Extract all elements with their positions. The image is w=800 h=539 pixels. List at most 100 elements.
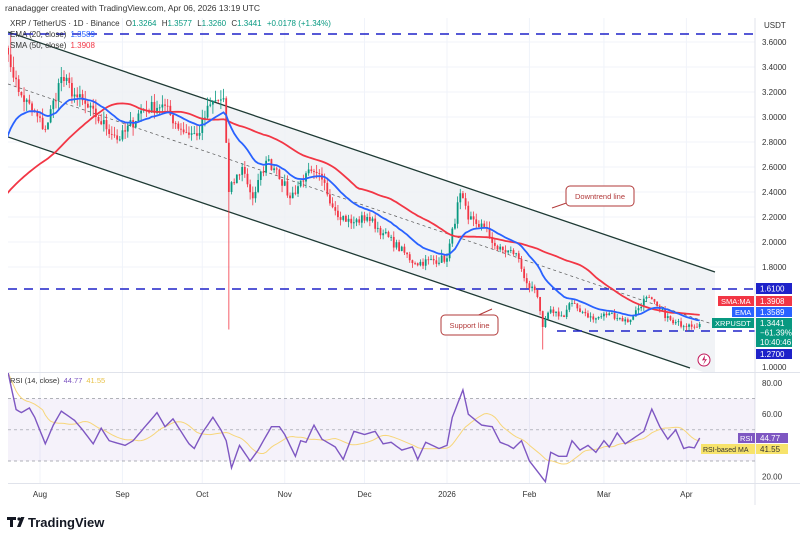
symbol-legend[interactable]: XRP / TetherUS · 1D · Binance O1.3264 H1… xyxy=(10,19,331,28)
candle-body xyxy=(637,308,640,311)
candle-body xyxy=(262,171,265,173)
support-line[interactable] xyxy=(8,136,691,369)
candle-body xyxy=(121,130,124,140)
candle-body xyxy=(94,108,97,117)
candle-body xyxy=(313,170,315,172)
candle-body xyxy=(541,311,544,327)
candle-body xyxy=(39,116,41,118)
downtrend-line[interactable] xyxy=(8,31,716,273)
candle-body xyxy=(448,243,451,259)
candle-body xyxy=(102,120,105,125)
candle-body xyxy=(555,311,557,313)
candle-body xyxy=(76,94,79,98)
candle-body xyxy=(632,316,635,320)
candle-body xyxy=(515,253,518,255)
candle-body xyxy=(214,100,217,102)
candle-body xyxy=(352,222,355,224)
time-tick-label: Aug xyxy=(33,490,47,499)
channel-midline xyxy=(8,83,716,326)
candle-body xyxy=(446,258,448,262)
sma-legend[interactable]: SMA (50, close) 1.3908 xyxy=(10,41,95,50)
candle-body xyxy=(44,129,47,130)
rsi-legend[interactable]: RSI (14, close) 44.77 41.55 xyxy=(10,376,105,385)
time-tick-label: Oct xyxy=(196,490,209,499)
candle-body xyxy=(395,242,398,248)
candle-body xyxy=(57,83,60,101)
lightning-icon[interactable] xyxy=(697,353,711,367)
candle-body xyxy=(587,313,589,318)
candle-body xyxy=(390,236,393,238)
price-tick-label: 3.6000 xyxy=(762,38,787,47)
price-tick-label: 2.2000 xyxy=(762,213,787,222)
candle-body xyxy=(182,129,185,133)
candle-body xyxy=(664,309,666,319)
rsi-axis[interactable]: 80.00 60.00 20.00 xyxy=(762,379,783,482)
candle-body xyxy=(257,179,260,192)
candle-body xyxy=(118,139,121,141)
candle-body xyxy=(571,303,573,304)
rsi-ma-line xyxy=(8,373,700,465)
candle-body xyxy=(235,174,238,184)
candle-body xyxy=(329,194,331,204)
candle-body xyxy=(8,47,9,55)
candle-body xyxy=(624,319,627,322)
candle-body xyxy=(299,180,302,187)
candle-body xyxy=(549,309,552,313)
change-value: +0.0178 (+1.34%) xyxy=(267,19,331,28)
price-axis[interactable]: 3.6000 3.4000 3.2000 3.0000 2.8000 2.6000 2.40… xyxy=(762,38,787,372)
time-tick-label: Dec xyxy=(357,490,371,499)
candle-body xyxy=(84,100,87,104)
candle-body xyxy=(286,181,289,196)
svg-text:1.3908: 1.3908 xyxy=(760,297,785,306)
candle-body xyxy=(682,326,685,328)
candle-body xyxy=(140,110,142,114)
candle-body xyxy=(462,193,464,199)
candle-body xyxy=(640,307,643,309)
candle-body xyxy=(507,250,510,253)
candle-body xyxy=(17,79,20,92)
candle-body xyxy=(520,258,523,269)
svg-text:XRPUSDT: XRPUSDT xyxy=(715,319,751,328)
candle-body xyxy=(212,101,214,105)
candle-body xyxy=(464,198,467,206)
candle-body xyxy=(424,259,427,266)
candle-body xyxy=(688,324,690,327)
candle-body xyxy=(227,142,230,192)
tradingview-logo[interactable]: TradingView xyxy=(7,515,105,530)
candle-body xyxy=(36,111,39,117)
candle-body xyxy=(382,233,385,236)
support-callout[interactable]: Support line xyxy=(440,308,499,336)
rsi-tick-label: 20.00 xyxy=(762,473,783,482)
price-tick-label: 2.8000 xyxy=(762,138,787,147)
ema-legend[interactable]: EMA (20, close) 1.3589 xyxy=(10,30,95,39)
candle-body xyxy=(400,246,403,251)
candle-body xyxy=(517,253,520,259)
currency-label: USDT xyxy=(764,21,786,30)
candle-body xyxy=(278,169,281,180)
candle-body xyxy=(547,312,549,319)
time-axis[interactable]: Aug Sep Oct Nov Dec 2026 Feb Mar Apr xyxy=(33,490,693,499)
candle-body xyxy=(12,67,15,78)
candle-body xyxy=(169,105,172,116)
candle-body xyxy=(243,167,246,174)
marker-sma: SMA:MA 1.3908 xyxy=(718,296,792,306)
candle-body xyxy=(360,215,363,223)
price-tick-label: 2.0000 xyxy=(762,238,787,247)
rsi-band-lines xyxy=(8,398,755,462)
candle-body xyxy=(251,192,254,199)
candle-body xyxy=(467,205,470,220)
candle-body xyxy=(23,95,25,102)
candle-body xyxy=(110,134,113,135)
candle-body xyxy=(493,242,496,246)
candle-body xyxy=(488,227,491,237)
price-pane[interactable] xyxy=(2,31,755,376)
candle-body xyxy=(204,117,206,119)
rsi-pane[interactable] xyxy=(8,373,755,483)
downtrend-callout[interactable]: Downtrend line xyxy=(551,185,635,209)
candle-body xyxy=(86,103,89,108)
marker-1-61: 1.6100 xyxy=(756,283,792,294)
candle-body xyxy=(68,77,71,84)
candle-body xyxy=(509,250,512,251)
marker-rsi-ma: RSI-based MA 41.55 xyxy=(701,444,788,454)
